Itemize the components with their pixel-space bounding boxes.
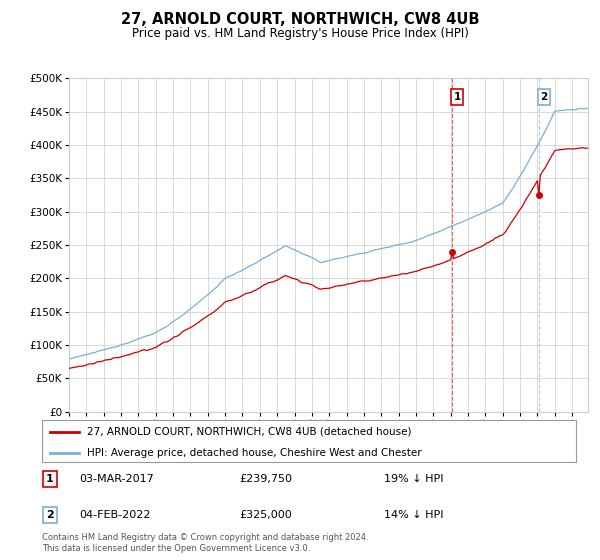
Text: Price paid vs. HM Land Registry's House Price Index (HPI): Price paid vs. HM Land Registry's House … [131, 27, 469, 40]
Text: 1: 1 [46, 474, 54, 484]
Text: 03-MAR-2017: 03-MAR-2017 [79, 474, 154, 484]
Text: 27, ARNOLD COURT, NORTHWICH, CW8 4UB (detached house): 27, ARNOLD COURT, NORTHWICH, CW8 4UB (de… [88, 427, 412, 437]
Text: 27, ARNOLD COURT, NORTHWICH, CW8 4UB: 27, ARNOLD COURT, NORTHWICH, CW8 4UB [121, 12, 479, 27]
FancyBboxPatch shape [42, 420, 576, 462]
Text: 04-FEB-2022: 04-FEB-2022 [79, 510, 151, 520]
Text: Contains HM Land Registry data © Crown copyright and database right 2024.
This d: Contains HM Land Registry data © Crown c… [42, 533, 368, 553]
Text: 2: 2 [540, 92, 548, 102]
Text: 1: 1 [454, 92, 461, 102]
Text: 2: 2 [46, 510, 54, 520]
Text: £239,750: £239,750 [239, 474, 293, 484]
Text: HPI: Average price, detached house, Cheshire West and Chester: HPI: Average price, detached house, Ches… [88, 448, 422, 458]
Text: 19% ↓ HPI: 19% ↓ HPI [384, 474, 443, 484]
Text: £325,000: £325,000 [239, 510, 292, 520]
Text: 14% ↓ HPI: 14% ↓ HPI [384, 510, 443, 520]
